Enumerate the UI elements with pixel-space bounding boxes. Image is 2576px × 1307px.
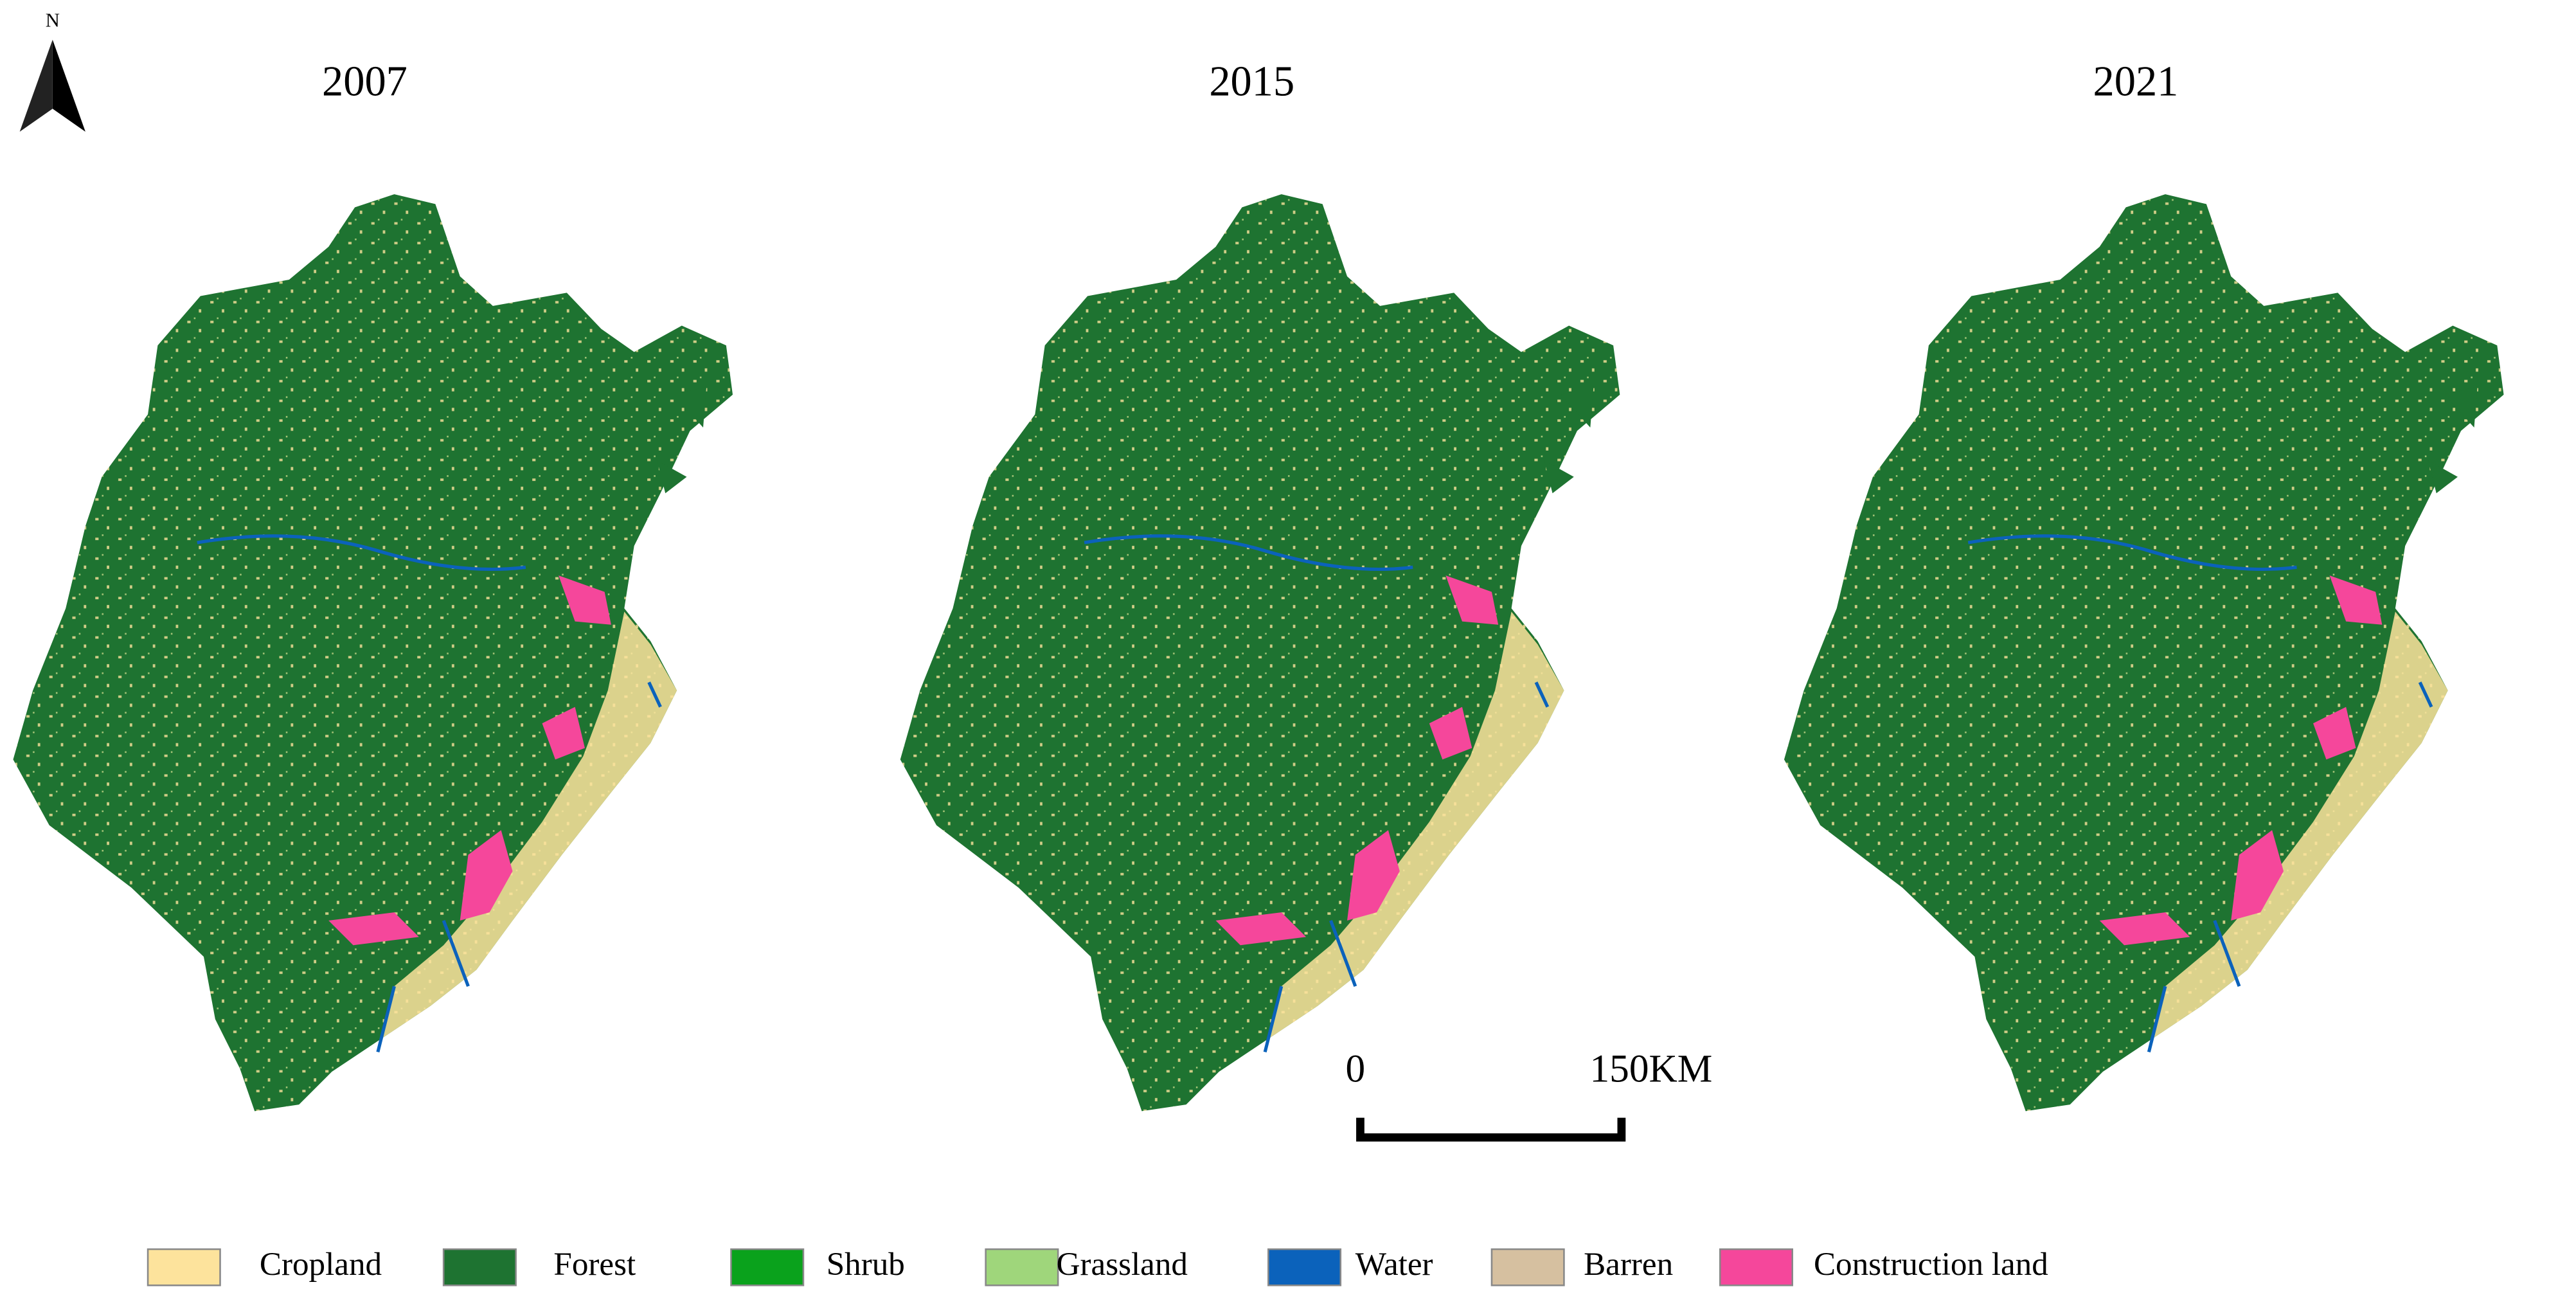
- legend-swatch: [1490, 1248, 1565, 1286]
- legend-swatch: [1719, 1248, 1794, 1286]
- legend-label: Grassland: [1057, 1246, 1188, 1283]
- legend-swatch: [442, 1248, 517, 1286]
- scale-bar: 0 150KM: [1345, 1047, 1712, 1142]
- legend-label: Water: [1355, 1246, 1433, 1283]
- north-label: N: [46, 9, 60, 31]
- legend-label: Forest: [553, 1246, 636, 1283]
- legend-label: Cropland: [260, 1246, 382, 1283]
- scale-start: 0: [1345, 1047, 1365, 1090]
- land-cover-map: [13, 194, 733, 1111]
- legend-swatch: [1267, 1248, 1342, 1286]
- legend: Cropland Forest Shrub Grassland Water Barren C…: [147, 1246, 2048, 1286]
- north-arrow-left: [19, 39, 53, 132]
- legend-swatch: [730, 1248, 805, 1286]
- north-arrow-right: [52, 39, 85, 132]
- scale-line: [1356, 1117, 1626, 1142]
- legend-label: Shrub: [827, 1246, 905, 1283]
- legend-label: Construction land: [1814, 1246, 2048, 1283]
- north-arrow: N: [19, 9, 85, 132]
- land-cover-map: [1784, 194, 2504, 1111]
- legend-label: Barren: [1584, 1246, 1673, 1283]
- legend-swatch: [147, 1248, 221, 1286]
- scale-end: 150KM: [1589, 1047, 1712, 1090]
- panel-title: 2015: [1209, 59, 1294, 105]
- land-cover-map: [900, 194, 1620, 1111]
- panel-title: 2007: [322, 59, 407, 105]
- panel-title: 2021: [2093, 59, 2179, 105]
- panels: 2007 2015 2021: [13, 59, 2503, 1112]
- legend-swatch: [985, 1248, 1059, 1286]
